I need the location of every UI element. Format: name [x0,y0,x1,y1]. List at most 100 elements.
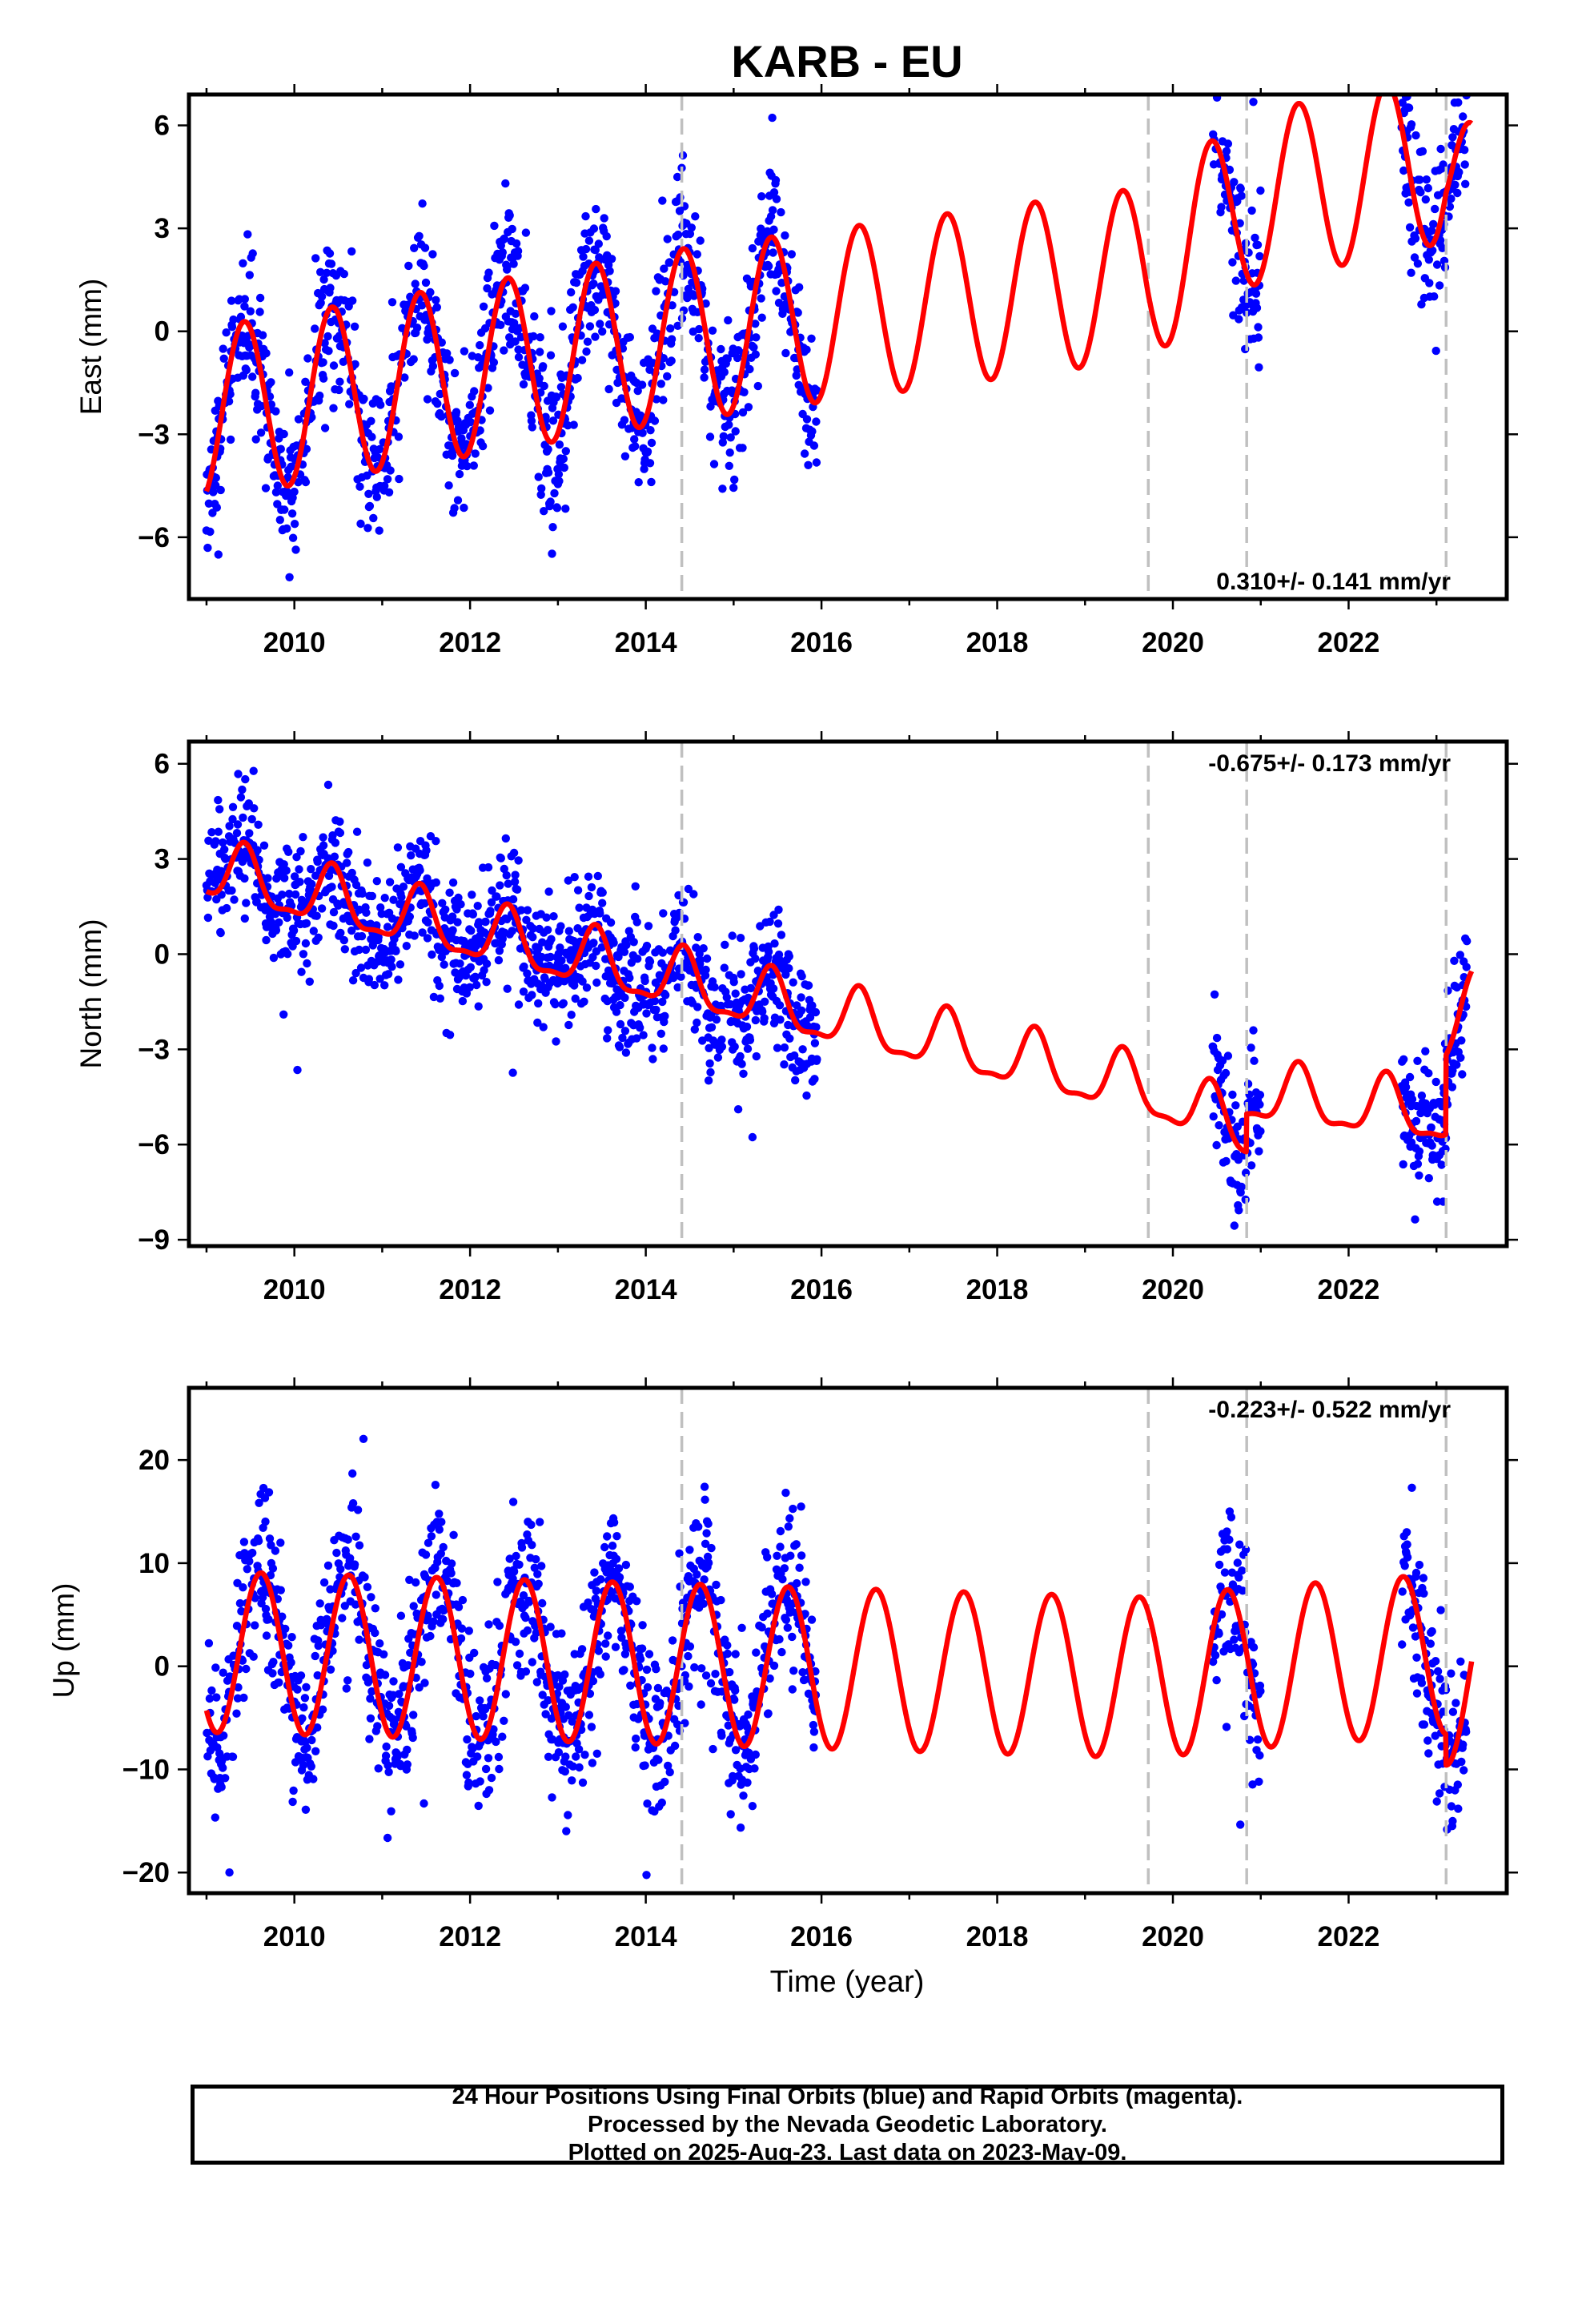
data-point [252,897,261,907]
data-point [643,447,652,456]
data-point [207,828,216,837]
data-point [345,400,354,408]
data-point [435,1510,444,1518]
data-point [471,449,480,458]
data-point [544,887,553,896]
data-point [303,354,312,363]
data-point [355,1541,364,1550]
x-tick-label: 2012 [439,1921,501,1952]
data-point [433,399,442,408]
data-point [209,488,218,497]
data-point [561,1703,570,1711]
data-point [487,1773,496,1783]
data-point [632,1734,640,1743]
caption-line-2: Processed by the Nevada Geodetic Laborat… [588,2111,1107,2137]
data-point [393,843,403,852]
data-point [204,836,213,846]
data-point [646,426,655,435]
data-point [575,1763,584,1772]
data-point [1255,363,1263,372]
data-point [723,354,732,364]
data-point [1412,1653,1421,1662]
data-point [629,938,638,947]
data-point [261,484,271,493]
data-point [589,224,599,233]
data-point [356,519,365,529]
data-point [737,1059,746,1068]
data-point [644,1650,654,1659]
data-point [227,323,237,332]
data-point [296,1671,306,1680]
data-point [420,899,429,908]
data-point [473,902,482,911]
data-point [508,895,518,904]
data-point [343,1535,352,1544]
data-point [1230,178,1239,187]
data-point [483,283,492,293]
data-point [668,1636,677,1645]
data-point [687,223,696,232]
data-point [777,931,786,939]
data-point [313,857,322,866]
data-point [1398,99,1407,107]
data-point [295,878,304,887]
data-point [431,1481,440,1490]
data-point [384,488,394,497]
data-point [285,368,294,377]
data-point [1417,1092,1427,1100]
data-point [245,1557,254,1566]
data-point [777,207,785,217]
data-point [271,910,280,919]
data-point [1223,1545,1232,1554]
data-point [702,954,712,963]
data-point [652,395,661,404]
data-point [1217,203,1226,211]
x-tick-label: 2012 [439,627,501,658]
data-point [1404,198,1413,207]
data-point [1230,1221,1239,1230]
data-point [417,1658,426,1667]
data-point [616,1000,624,1010]
data-point [1427,1141,1436,1150]
data-point [479,302,488,311]
data-point [216,928,225,938]
data-point [1432,1197,1442,1206]
data-point [1453,188,1462,198]
data-point [222,328,231,337]
y-axis-label: North (mm) [74,919,107,1068]
data-point [639,1031,648,1039]
data-point [406,1648,415,1657]
data-point [485,406,495,415]
data-point [684,884,693,894]
data-point [520,283,530,292]
data-point [578,1778,588,1787]
data-point [289,1786,298,1795]
data-point [609,939,618,947]
data-point [396,960,405,969]
data-point [214,550,223,559]
data-point [534,999,543,1008]
data-point [519,380,528,389]
data-point [464,1626,473,1635]
data-point [726,433,735,442]
data-point [567,1011,576,1019]
data-point [1255,1147,1263,1156]
x-tick-label: 2014 [615,1921,677,1952]
y-tick-label: 0 [155,939,170,970]
data-point [450,504,459,513]
data-point [603,1034,612,1043]
data-point [1210,990,1219,999]
data-point [514,856,523,865]
data-point [1452,1060,1461,1069]
data-point [802,345,811,354]
data-point [625,332,634,342]
data-point [781,970,790,979]
data-point [730,1042,739,1051]
y-tick-label: −9 [138,1224,170,1256]
data-point [533,1570,542,1578]
data-point [564,876,572,885]
data-point [557,956,566,965]
data-point [239,1693,248,1703]
data-point [704,1076,713,1085]
data-point [584,1711,594,1719]
